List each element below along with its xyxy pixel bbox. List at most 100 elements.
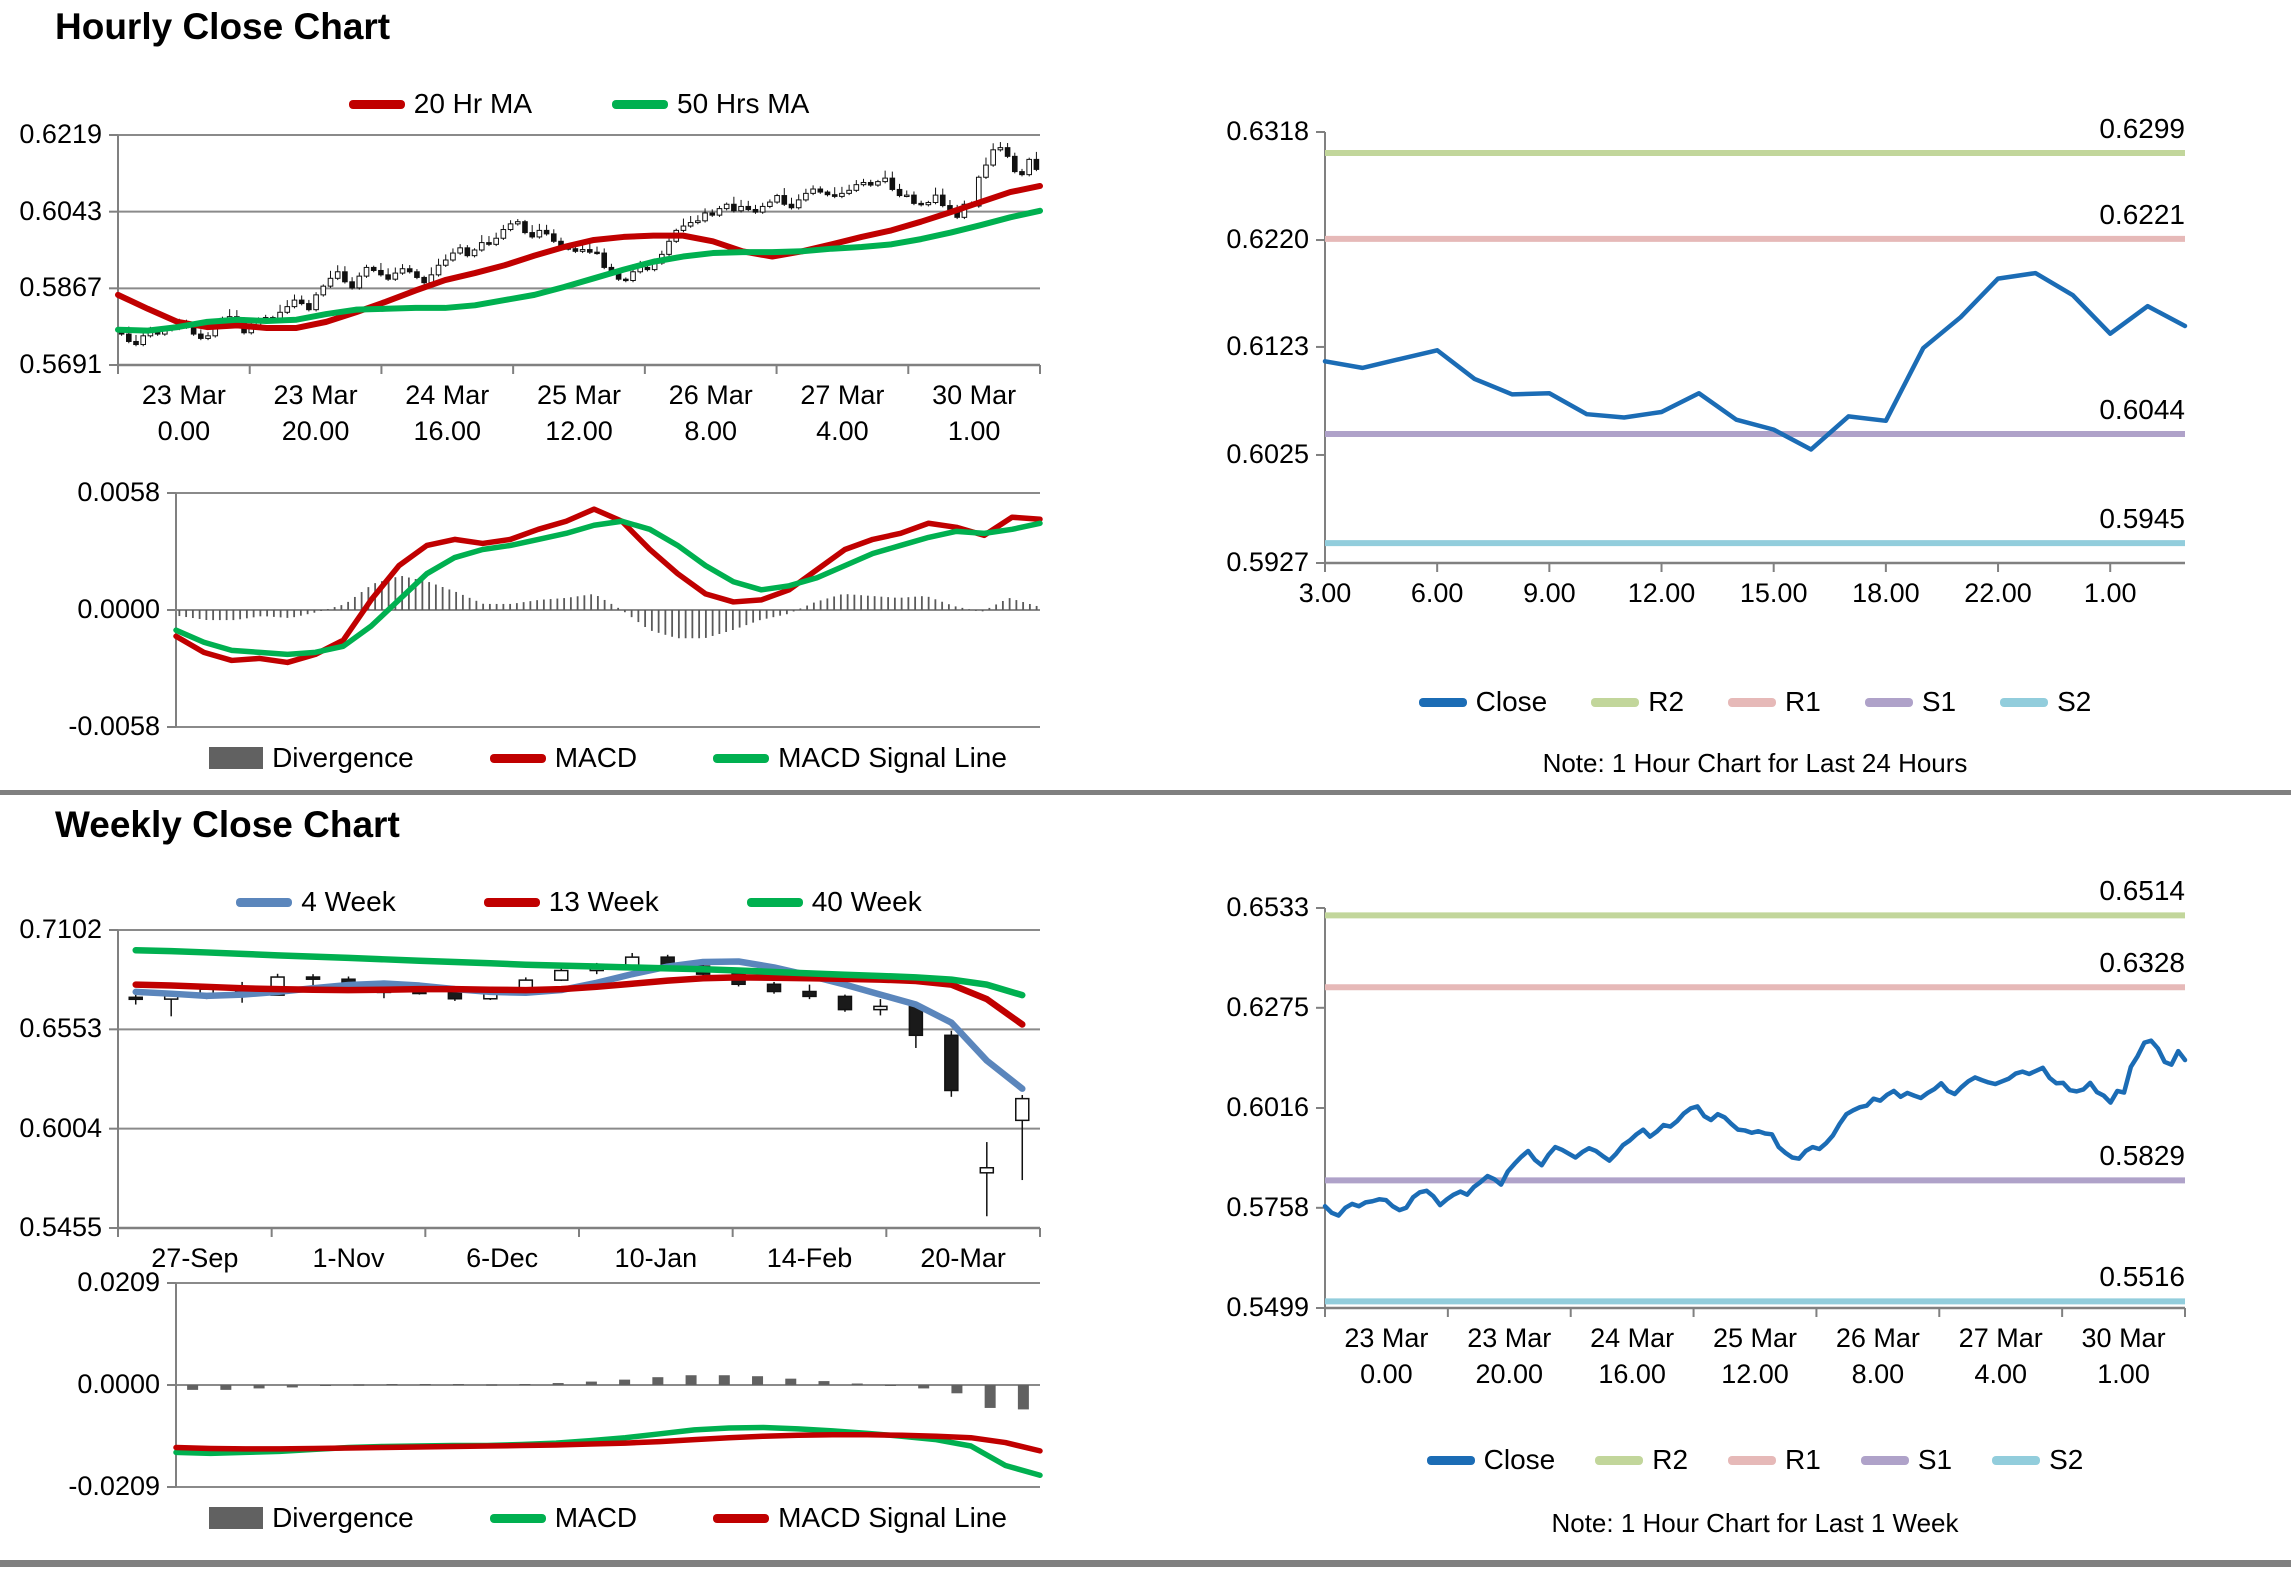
y-tick-label: 0.6318 (1226, 116, 1309, 146)
r2-color-swatch (1595, 1455, 1644, 1465)
legend-label: Divergence (272, 742, 414, 773)
page-bottom-divider (0, 1560, 2291, 1567)
y-tick-label: 0.6533 (1226, 892, 1309, 922)
pivot-level-label-s1: 0.5829 (2099, 1140, 2185, 1172)
legend-label: R2 (1648, 686, 1685, 717)
x-tick-label: 27-Sep (151, 1243, 239, 1273)
y-tick-label: 0.6004 (19, 1112, 102, 1143)
legend-label: MACD Signal Line (778, 742, 1007, 773)
x-tick-label: 12.00 (1627, 578, 1696, 608)
y-tick-label: 0.7102 (19, 914, 102, 944)
x-tick-label: 27 Mar 4.00 (1958, 1323, 2043, 1389)
pivot-level-label-r2: 0.6514 (2099, 875, 2185, 907)
legend-item: 20 Hr MA (348, 88, 532, 120)
legend-item: R2 (1595, 1444, 1688, 1476)
hourly-ma-legend: 20 Hr MA 50 Hrs MA (118, 88, 1040, 120)
legend-item: R2 (1591, 686, 1684, 718)
y-tick-label: 0.6123 (1226, 330, 1309, 361)
r2-color-swatch (1591, 697, 1640, 707)
legend-item: MACD (489, 1502, 638, 1534)
x-tick-label: 1-Nov (312, 1243, 385, 1273)
x-tick-label: 9.00 (1523, 578, 1576, 608)
legend-label: R1 (1785, 1444, 1821, 1475)
pivot-level-label-s1: 0.6044 (2099, 394, 2185, 426)
y-tick-label: 0.0209 (77, 1267, 160, 1297)
ma40w-color-swatch (746, 897, 803, 907)
x-tick-label: 23 Mar 0.00 (1344, 1323, 1429, 1389)
x-tick-label: 24 Mar 16.00 (405, 380, 490, 446)
y-tick-label: 0.5758 (1226, 1191, 1309, 1222)
divergence-color-swatch (209, 747, 264, 769)
y-tick-label: 0.6043 (19, 195, 102, 226)
hourly-pivot-legend: Close R2 R1 S1 S2 (1325, 686, 2185, 718)
y-tick-label: 0.0000 (77, 1369, 160, 1399)
pivot-level-label-r2: 0.6299 (2099, 112, 2185, 144)
pivot-level-label-r1: 0.6328 (2099, 947, 2185, 979)
y-tick-label: -0.0058 (68, 711, 160, 741)
x-tick-label: 26 Mar 8.00 (668, 380, 753, 446)
macd-color-swatch (489, 1513, 546, 1523)
pivot-level-label-s2: 0.5516 (2099, 1261, 2185, 1293)
x-tick-label: 30 Mar 1.00 (2081, 1323, 2166, 1389)
legend-item: R1 (1728, 686, 1821, 718)
legend-item: 50 Hrs MA (612, 88, 809, 120)
x-tick-label: 24 Mar 16.00 (1590, 1323, 1675, 1389)
legend-label: MACD (554, 742, 638, 773)
legend-label: MACD (554, 1502, 638, 1533)
legend-item: 13 Week (483, 886, 659, 918)
x-tick-label: 3.00 (1298, 578, 1352, 608)
legend-item: Divergence (209, 742, 414, 774)
legend-label: MACD Signal Line (778, 1502, 1007, 1533)
macd-color-swatch (489, 753, 546, 763)
x-tick-label: 22.00 (1964, 578, 2032, 608)
legend-label: 40 Week (811, 886, 922, 917)
legend-label: Close (1475, 686, 1548, 717)
y-tick-label: 0.0000 (77, 594, 160, 624)
legend-item: 4 Week (236, 886, 396, 918)
x-tick-label: 30 Mar 1.00 (932, 380, 1017, 446)
weekly-pivot-legend: Close R2 R1 S1 S2 (1325, 1444, 2185, 1476)
weekly-ma-legend: 4 Week 13 Week 40 Week (118, 886, 1040, 918)
legend-item: S1 (1860, 1444, 1952, 1476)
x-tick-label: 25 Mar 12.00 (1712, 1323, 1798, 1389)
legend-label: 50 Hrs MA (677, 88, 810, 119)
x-tick-label: 26 Mar 8.00 (1835, 1323, 1920, 1389)
x-tick-label: 6-Dec (466, 1243, 539, 1273)
ma4w-color-swatch (236, 897, 293, 907)
x-tick-label: 25 Mar 12.00 (536, 380, 622, 446)
legend-label: 13 Week (548, 886, 659, 917)
legend-item: R1 (1728, 1444, 1821, 1476)
legend-item: S1 (1864, 686, 1957, 718)
x-tick-label: 1.00 (2083, 578, 2137, 608)
y-tick-label: 0.6220 (1226, 224, 1309, 255)
y-tick-label: -0.0209 (68, 1471, 160, 1501)
hourly-pivot-note: Note: 1 Hour Chart for Last 24 Hours (1542, 748, 1968, 778)
y-tick-label: 0.5455 (19, 1212, 102, 1242)
y-tick-label: 0.5927 (1226, 547, 1309, 577)
legend-label: S1 (1921, 686, 1957, 717)
close-color-swatch (1426, 1455, 1475, 1465)
ma20-color-swatch (348, 99, 405, 109)
ma13w-color-swatch (483, 897, 540, 907)
y-tick-label: 0.6275 (1226, 991, 1309, 1022)
macd-signal-color-swatch (713, 1513, 770, 1523)
x-tick-label: 10-Jan (614, 1243, 698, 1273)
y-tick-label: 0.6219 (19, 119, 102, 149)
y-tick-label: 0.5867 (19, 272, 102, 303)
legend-label: 20 Hr MA (413, 88, 532, 119)
ma50-color-swatch (612, 99, 668, 109)
weekly-section-title: Weekly Close Chart (55, 804, 400, 845)
x-tick-label: 27 Mar 4.00 (800, 380, 885, 446)
s2-color-swatch (2000, 697, 2049, 707)
legend-label: R2 (1652, 1444, 1689, 1475)
macd-signal-color-swatch (713, 753, 770, 763)
legend-item: MACD Signal Line (713, 1502, 1007, 1534)
x-tick-label: 20-Mar (920, 1243, 1006, 1273)
hourly-section-title: Hourly Close Chart (55, 6, 391, 47)
legend-label: Close (1483, 1444, 1556, 1475)
divergence-color-swatch (209, 1507, 264, 1529)
hourly-macd-legend: Divergence MACD MACD Signal Line (176, 742, 1040, 774)
weekly-macd-legend: Divergence MACD MACD Signal Line (176, 1502, 1040, 1534)
s1-color-swatch (1860, 1455, 1909, 1465)
